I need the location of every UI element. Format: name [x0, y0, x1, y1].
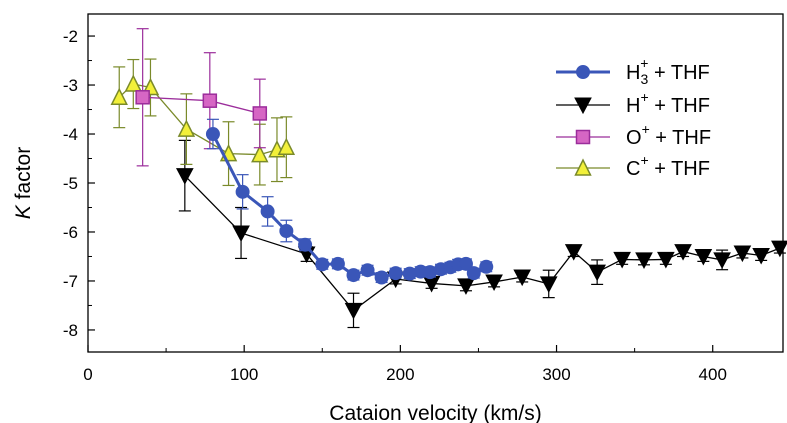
legend-label-sup: + [640, 89, 648, 105]
y-tick-label: -8 [63, 321, 78, 340]
y-tick-label: -5 [63, 174, 78, 193]
x-tick-label: 100 [230, 365, 258, 384]
data-point-triangle-down [675, 245, 691, 260]
data-point-circle [375, 271, 388, 284]
data-point-triangle-down [541, 277, 557, 292]
legend-label-base: H [626, 95, 640, 117]
data-point-circle [236, 185, 249, 198]
data-point-circle [299, 238, 312, 251]
x-tick-label: 300 [542, 365, 570, 384]
legend-label-sup: + [640, 152, 648, 168]
x-axis-title: Cataion velocity (km/s) [329, 402, 541, 423]
data-point-circle [577, 66, 590, 79]
series-line [185, 176, 780, 311]
legend-label-sup: + [642, 121, 650, 137]
data-point-triangle-up [279, 139, 294, 154]
legend-label: H+ + THF [626, 89, 710, 117]
data-point-triangle-down [346, 303, 362, 318]
legend-label-sup: + [640, 55, 648, 71]
data-point-circle [206, 128, 219, 141]
data-point-triangle-down [714, 253, 730, 268]
series-o-thf [136, 29, 266, 166]
data-point-circle [331, 257, 344, 270]
data-point-circle [480, 260, 493, 273]
legend-label: C+ + THF [626, 152, 710, 180]
series-h3-thf [206, 119, 492, 284]
legend-label-tail: + THF [649, 95, 710, 117]
legend-label-tail: + THF [648, 62, 709, 84]
data-point-circle [347, 269, 360, 282]
data-point-square [577, 131, 590, 144]
legend-label-base: O [626, 127, 642, 149]
data-point-triangle-down [589, 265, 605, 280]
legend-label: H3+ + THF [626, 55, 710, 87]
legend-label-base: C [626, 158, 640, 180]
data-point-triangle-down [233, 226, 249, 241]
legend-item: C+ + THF [556, 152, 710, 180]
data-point-square [203, 94, 216, 107]
x-tick-label: 0 [83, 365, 92, 384]
y-axis-title-rest: factor [12, 147, 35, 205]
data-point-square [253, 107, 266, 120]
y-axis-title-italic: K [12, 204, 35, 219]
data-point-circle [280, 225, 293, 238]
data-point-circle [467, 267, 480, 280]
data-point-circle [261, 205, 274, 218]
y-tick-label: -6 [63, 223, 78, 242]
data-point-triangle-up [126, 76, 141, 91]
y-tick-label: -2 [63, 27, 78, 46]
series-line [213, 134, 486, 278]
x-tick-label: 400 [699, 365, 727, 384]
legend-label-tail: + THF [650, 127, 711, 149]
y-tick-label: -7 [63, 272, 78, 291]
data-point-square [136, 91, 149, 104]
legend-item: H+ + THF [556, 89, 710, 117]
series-c-thf [112, 59, 294, 185]
y-axis-title: K factor [12, 147, 35, 219]
legend-item: H3+ + THF [556, 55, 710, 87]
legend-label-sub: 3 [640, 71, 648, 87]
legend-item: O+ + THF [556, 121, 711, 149]
data-point-circle [361, 264, 374, 277]
legend-label-tail: + THF [649, 158, 710, 180]
legend-label: O+ + THF [626, 121, 711, 149]
data-point-triangle-down [772, 241, 787, 256]
legend-label-base: H [626, 62, 640, 84]
y-tick-label: -3 [63, 76, 78, 95]
data-point-triangle-down [458, 279, 474, 294]
x-tick-label: 200 [386, 365, 414, 384]
data-point-triangle-down [753, 248, 769, 263]
y-tick-label: -4 [63, 125, 78, 144]
data-point-circle [316, 258, 329, 271]
data-point-circle [389, 267, 402, 280]
